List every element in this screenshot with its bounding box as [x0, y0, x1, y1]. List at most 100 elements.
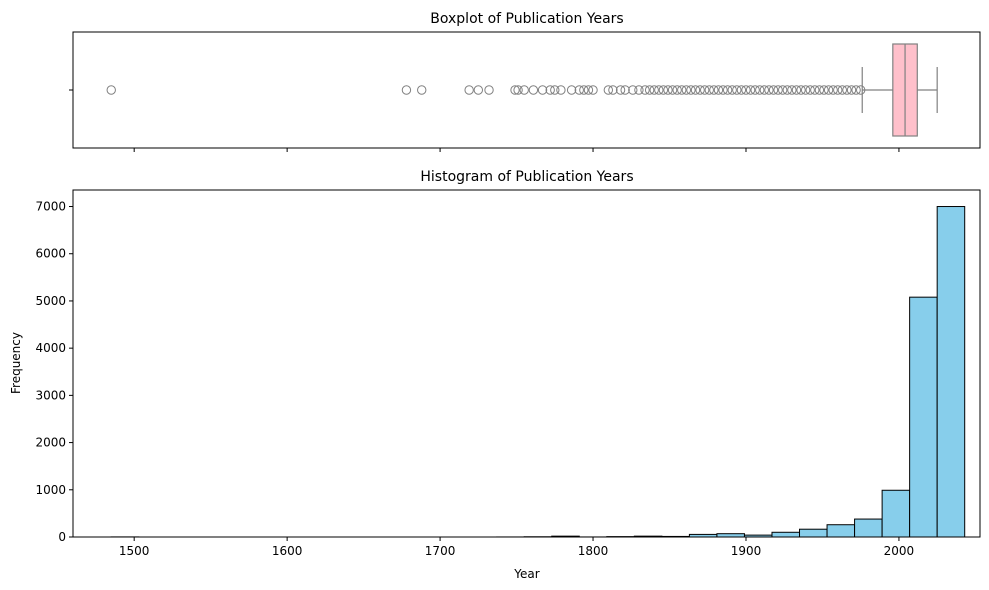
outlier-point	[579, 85, 589, 95]
outlier-point	[634, 85, 644, 95]
outlier-point	[528, 85, 539, 95]
x-tick-label: 1700	[425, 544, 456, 558]
outlier-point	[713, 85, 724, 95]
y-tick-label: 7000	[35, 200, 66, 214]
boxplot-panel: Boxplot of Publication Years	[69, 11, 981, 152]
outlier-point	[464, 85, 474, 95]
y-tick-label: 5000	[35, 294, 66, 308]
outlier-point	[556, 85, 566, 95]
histogram-frame	[72, 189, 981, 538]
histogram-yticks: 0 1000 2000 3000 4000 5000 6000 7000	[35, 200, 73, 544]
outlier-point	[686, 85, 696, 95]
histogram-bars	[110, 206, 966, 538]
outlier-point	[513, 85, 523, 95]
outlier-point	[846, 85, 857, 95]
boxplot-xticks	[133, 148, 900, 152]
outlier-point	[663, 85, 673, 95]
boxplot-outliers	[106, 85, 866, 95]
histogram-xticks: 1500 1600 1700 1800 1900 2000	[119, 537, 914, 558]
boxplot-frame	[72, 31, 981, 149]
outlier-point	[837, 85, 848, 95]
histogram-title: Histogram of Publication Years	[420, 169, 633, 185]
outlier-point	[814, 85, 825, 95]
outlier-point	[736, 85, 747, 95]
histogram-bar	[854, 518, 883, 538]
histogram-panel: Histogram of Publication Years 1500 1600 1…	[9, 169, 981, 581]
outlier-point	[681, 85, 692, 95]
outlier-point	[106, 85, 116, 95]
boxplot-box	[861, 43, 938, 137]
y-axis-label: Frequency	[9, 332, 23, 394]
outlier-point	[672, 85, 682, 95]
outlier-point	[800, 85, 811, 95]
outlier-point	[644, 85, 655, 95]
outlier-point	[588, 85, 598, 95]
histogram-bar	[881, 489, 911, 538]
outlier-point	[649, 85, 659, 95]
outlier-point	[796, 85, 806, 95]
outlier-point	[704, 85, 714, 95]
outlier-point	[709, 85, 719, 95]
outlier-point	[484, 85, 494, 95]
outlier-point	[750, 85, 760, 95]
y-tick-label: 3000	[35, 388, 66, 402]
histogram-bar	[909, 296, 938, 538]
outlier-point	[608, 85, 618, 95]
y-tick-label: 1000	[35, 483, 66, 497]
outlier-point	[727, 85, 737, 95]
histogram-bar	[771, 531, 801, 538]
x-axis-label: Year	[513, 567, 539, 581]
outlier-point	[718, 85, 728, 95]
outlier-point	[777, 85, 788, 95]
y-tick-label: 6000	[35, 247, 66, 261]
outlier-point	[615, 85, 626, 95]
histogram-bar	[936, 206, 966, 538]
x-tick-label: 2000	[884, 544, 915, 558]
outlier-point	[658, 85, 669, 95]
outlier-point	[574, 85, 584, 95]
outlier-point	[782, 85, 792, 95]
outlier-point	[764, 85, 774, 95]
x-tick-label: 1900	[731, 544, 762, 558]
x-tick-label: 1600	[272, 544, 303, 558]
outlier-point	[695, 85, 705, 95]
outlier-point	[583, 85, 594, 95]
x-tick-label: 1500	[119, 544, 150, 558]
outlier-point	[810, 85, 820, 95]
outlier-point	[654, 85, 664, 95]
x-tick-label: 1800	[578, 544, 609, 558]
outlier-point	[566, 85, 577, 95]
boxplot-title: Boxplot of Publication Years	[430, 11, 623, 27]
outlier-point	[620, 85, 630, 95]
outlier-point	[628, 85, 638, 95]
outlier-point	[519, 85, 529, 95]
outlier-point	[851, 85, 861, 95]
outlier-point	[417, 85, 427, 95]
outlier-point	[787, 85, 797, 95]
y-tick-label: 0	[58, 530, 66, 544]
outlier-point	[741, 85, 751, 95]
outlier-point	[828, 85, 838, 95]
outlier-point	[550, 85, 560, 95]
outlier-point	[677, 85, 687, 95]
outlier-point	[823, 85, 834, 95]
outlier-point	[690, 85, 701, 95]
outlier-point	[401, 85, 412, 95]
outlier-point	[545, 85, 555, 95]
outlier-point	[819, 85, 829, 95]
outlier-point	[773, 85, 783, 95]
outlier-point	[759, 85, 770, 95]
outlier-point	[537, 85, 548, 95]
outlier-point	[791, 85, 802, 95]
outlier-point	[473, 85, 484, 95]
outlier-point	[732, 85, 742, 95]
outlier-point	[699, 85, 710, 95]
histogram-bar	[799, 528, 828, 538]
outlier-point	[722, 85, 733, 95]
outlier-point	[842, 85, 852, 95]
y-tick-label: 2000	[35, 436, 66, 450]
outlier-point	[833, 85, 843, 95]
outlier-point	[667, 85, 678, 95]
histogram-bar	[826, 524, 856, 538]
